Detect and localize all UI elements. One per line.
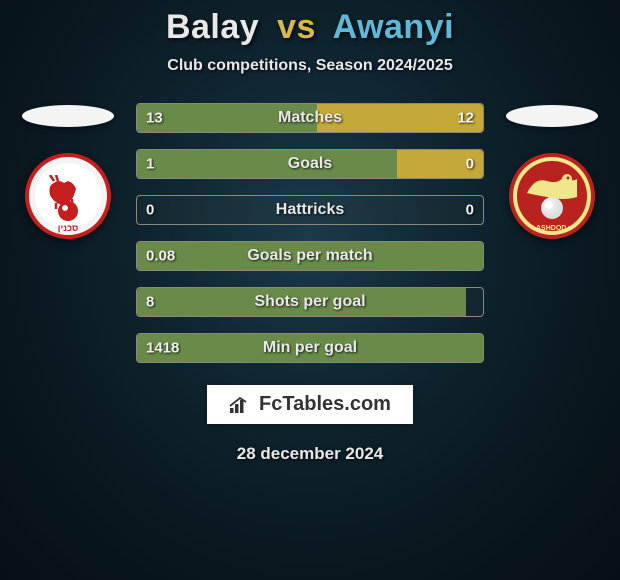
watermark-text: FcTables.com <box>259 393 391 416</box>
right-flag-ellipse <box>506 105 598 127</box>
stat-left-value: 1418 <box>146 340 179 357</box>
right-badge-text: F.C ASHDOD מ.ס <box>513 225 591 232</box>
right-side-column: F.C ASHDOD מ.ס <box>502 103 602 239</box>
stat-bar: 0 Hattricks 0 <box>136 195 484 225</box>
content-wrapper: Balay vs Awanyi Club competitions, Seaso… <box>0 0 620 580</box>
stat-bar: 8 Shots per goal <box>136 287 484 317</box>
left-club-badge: סכנין <box>25 153 111 239</box>
bar-fill-left <box>137 150 397 178</box>
player2-name: Awanyi <box>333 8 454 46</box>
right-club-badge: F.C ASHDOD מ.ס <box>509 153 595 239</box>
stat-bar: 13 Matches 12 <box>136 103 484 133</box>
soccer-ball-icon <box>58 201 78 221</box>
stats-bars-column: 13 Matches 12 1 Goals 0 0 Hattricks 0 0.08 Goals p… <box>136 103 484 363</box>
fctables-watermark: FcTables.com <box>207 385 413 424</box>
stat-left-value: 8 <box>146 294 154 311</box>
date-text: 28 december 2024 <box>237 444 384 464</box>
stat-label: Matches <box>278 109 342 127</box>
stat-bar: 1418 Min per goal <box>136 333 484 363</box>
vs-text: vs <box>277 8 316 46</box>
stat-label: Goals per match <box>247 247 372 265</box>
left-side-column: סכנין <box>18 103 118 239</box>
stat-left-value: 0 <box>146 202 154 219</box>
main-row: סכנין 13 Matches 12 1 Goals 0 0 Hattricks 0 0.08 G… <box>0 103 620 363</box>
stat-left-value: 1 <box>146 156 154 173</box>
subtitle: Club competitions, Season 2024/2025 <box>167 57 452 75</box>
stat-label: Goals <box>288 155 332 173</box>
stat-label: Shots per goal <box>254 293 365 311</box>
left-flag-ellipse <box>22 105 114 127</box>
stat-label: Min per goal <box>263 339 357 357</box>
soccer-ball-icon <box>541 197 563 219</box>
left-badge-text: סכנין <box>29 223 107 233</box>
stat-label: Hattricks <box>276 201 344 219</box>
page-title: Balay vs Awanyi <box>166 8 454 47</box>
stat-right-value: 0 <box>466 156 474 173</box>
chart-icon <box>229 396 253 414</box>
stat-right-value: 0 <box>466 202 474 219</box>
stat-left-value: 13 <box>146 110 163 127</box>
stat-left-value: 0.08 <box>146 248 175 265</box>
stat-bar: 0.08 Goals per match <box>136 241 484 271</box>
stat-right-value: 12 <box>457 110 474 127</box>
player1-name: Balay <box>166 8 259 46</box>
stat-bar: 1 Goals 0 <box>136 149 484 179</box>
